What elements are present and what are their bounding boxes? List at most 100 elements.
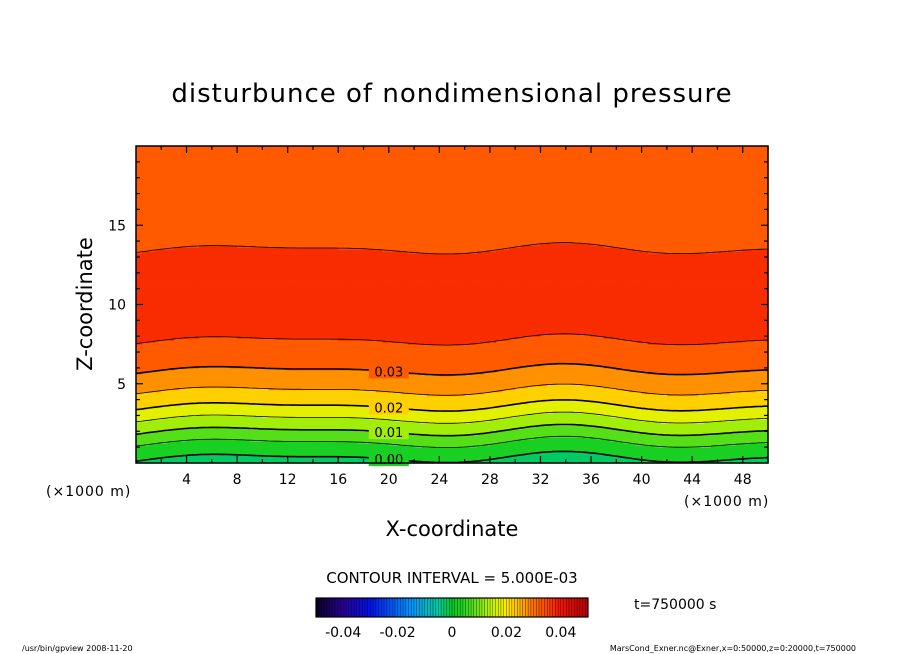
contour-fill-cell <box>256 286 263 290</box>
contour-fill-cell <box>211 427 219 430</box>
contour-fill-cell <box>161 288 169 292</box>
contour-fill-cell <box>262 237 270 240</box>
contour-fill-cell <box>312 336 320 339</box>
contour-fill-cell <box>186 306 194 310</box>
contour-fill-cell <box>192 165 200 169</box>
contour-fill-cell <box>224 294 232 298</box>
contour-fill-cell <box>275 433 282 436</box>
contour-fill-cell <box>154 395 162 399</box>
contour-fill-cell <box>287 381 295 385</box>
contour-fill-cell <box>205 282 213 286</box>
contour-fill-cell <box>142 306 150 310</box>
contour-fill-cell <box>237 149 245 153</box>
contour-fill-cell <box>173 379 181 383</box>
contour-fill-cell <box>148 233 156 236</box>
contour-fill-cell <box>281 344 289 347</box>
contour-fill-cell <box>224 407 232 411</box>
contour-fill-cell <box>173 383 181 387</box>
contour-fill-cell <box>218 361 226 365</box>
contour-fill-cell <box>161 274 169 278</box>
contour-fill-cell <box>237 284 245 288</box>
contour-fill-cell <box>192 407 200 411</box>
contour-fill-cell <box>294 221 301 224</box>
contour-fill-cell <box>211 286 219 290</box>
contour-fill-cell <box>249 336 257 339</box>
contour-fill-cell <box>192 231 200 234</box>
contour-fill-cell <box>192 256 200 260</box>
contour-fill-cell <box>148 155 156 159</box>
contour-fill-cell <box>218 409 226 413</box>
contour-fill-cell <box>249 292 257 296</box>
contour-fill-cell <box>281 328 289 331</box>
contour-fill-cell <box>249 304 257 308</box>
contour-fill-cell <box>211 389 219 393</box>
contour-fill-cell <box>136 330 143 333</box>
contour-fill-cell <box>224 326 232 329</box>
contour-fill-cell <box>237 203 245 207</box>
contour-fill-cell <box>211 245 219 248</box>
contour-fill-cell <box>275 369 282 373</box>
contour-fill-cell <box>262 229 270 232</box>
contour-fill-cell <box>199 350 207 353</box>
contour-fill-cell <box>268 151 276 155</box>
contour-fill-cell <box>230 270 238 274</box>
contour-fill-cell <box>154 153 162 157</box>
contour-fill-cell <box>275 336 282 339</box>
contour-fill-cell <box>249 387 257 391</box>
contour-fill-cell <box>192 209 200 212</box>
contour-fill-cell <box>224 334 232 337</box>
contour-fill-cell <box>275 350 282 353</box>
contour-fill-cell <box>300 429 308 432</box>
contour-fill-cell <box>268 251 276 254</box>
contour-fill-cell <box>224 266 232 270</box>
contour-fill-cell <box>256 322 263 325</box>
contour-fill-cell <box>199 159 207 163</box>
contour-fill-cell <box>262 453 270 456</box>
contour-fill-cell <box>167 453 175 456</box>
contour-fill-cell <box>186 367 194 371</box>
contour-fill-cell <box>142 391 150 395</box>
contour-fill-cell <box>142 256 150 260</box>
contour-fill-cell <box>256 449 263 452</box>
contour-fill-cell <box>256 326 263 329</box>
contour-fill-cell <box>275 239 282 242</box>
contour-fill-cell <box>256 223 263 226</box>
contour-fill-cell <box>262 449 270 452</box>
contour-fill-cell <box>224 363 232 367</box>
contour-fill-cell <box>249 146 257 149</box>
contour-fill-cell <box>243 457 251 460</box>
contour-fill-cell <box>224 241 232 244</box>
contour-fill-cell <box>275 300 282 304</box>
contour-fill-cell <box>161 235 169 238</box>
contour-fill-cell <box>306 346 314 349</box>
contour-fill-cell <box>224 249 232 252</box>
contour-fill-cell <box>319 439 327 442</box>
contour-fill-cell <box>237 146 245 149</box>
contour-fill-cell <box>180 346 188 349</box>
contour-fill-cell <box>281 155 289 159</box>
contour-fill-cell <box>306 314 314 317</box>
contour-fill-cell <box>192 217 200 220</box>
contour-fill-cell <box>331 453 339 456</box>
contour-fill-cell <box>173 201 181 205</box>
contour-fill-cell <box>192 395 200 399</box>
contour-fill-cell <box>136 274 143 278</box>
contour-fill-cell <box>287 361 295 365</box>
contour-fill-cell <box>325 149 333 153</box>
contour-fill-cell <box>294 241 301 244</box>
contour-fill-cell <box>218 175 226 179</box>
contour-fill-cell <box>211 207 219 210</box>
contour-fill-cell <box>294 177 301 181</box>
contour-fill-cell <box>312 203 320 207</box>
contour-fill-cell <box>312 199 320 203</box>
contour-fill-cell <box>173 187 181 191</box>
contour-fill-cell <box>300 310 308 314</box>
contour-fill-cell <box>148 365 156 369</box>
contour-fill-cell <box>224 199 232 203</box>
contour-fill-cell <box>192 221 200 224</box>
contour-fill-cell <box>173 280 181 284</box>
contour-fill-cell <box>167 359 175 363</box>
contour-fill-cell <box>186 243 194 246</box>
contour-fill-cell <box>262 445 270 448</box>
contour-fill-cell <box>173 306 181 310</box>
